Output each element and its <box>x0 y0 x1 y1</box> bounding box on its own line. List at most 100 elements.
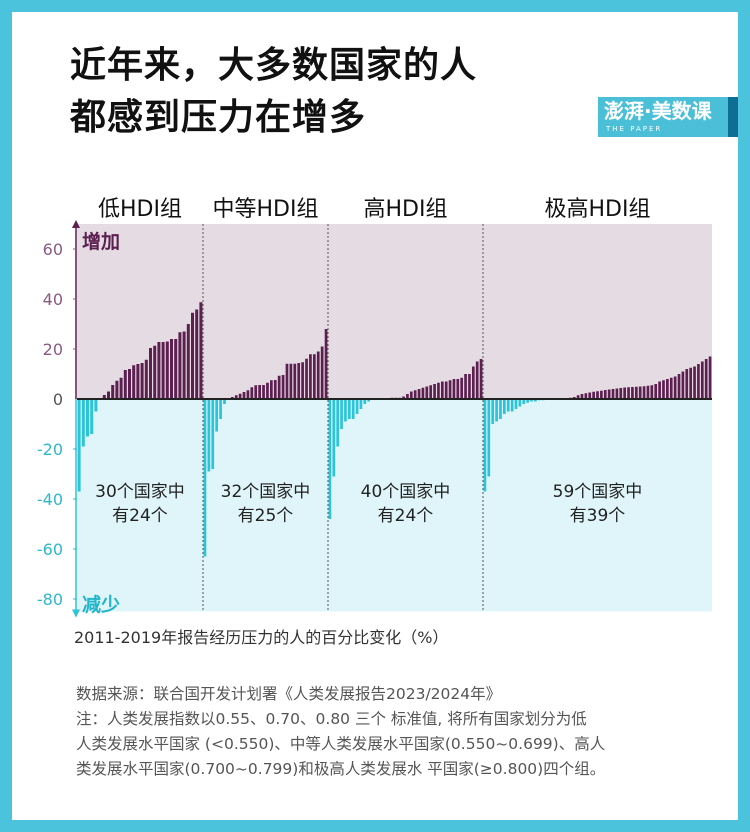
title-line-2: 都感到压力在增多 <box>70 97 367 138</box>
bar <box>623 387 627 399</box>
bar <box>499 399 502 419</box>
bar <box>631 387 634 399</box>
bar <box>215 399 219 432</box>
bar <box>367 399 371 402</box>
bar <box>700 361 704 399</box>
bar <box>234 395 238 399</box>
bar <box>460 377 464 399</box>
bar <box>471 366 475 399</box>
bar <box>437 382 440 399</box>
bar <box>332 399 336 477</box>
bar <box>174 339 178 399</box>
bar <box>293 363 297 399</box>
source-note: 数据来源：联合国开发计划署《人类发展报告2023/2024年》 <box>76 685 502 703</box>
bar <box>697 364 700 399</box>
arrow-down-icon <box>72 609 80 618</box>
group-note: 40个国家中 <box>361 482 451 502</box>
bar <box>312 354 316 399</box>
bar <box>646 385 650 399</box>
bar <box>596 391 599 399</box>
bar <box>347 399 351 419</box>
bar <box>203 399 207 557</box>
bar <box>94 399 98 412</box>
logo-strip <box>728 97 738 137</box>
increase-label: 增加 <box>82 230 120 253</box>
group-note: 有24个 <box>378 506 434 526</box>
group-note: 59个国家中 <box>553 482 643 502</box>
bar <box>219 399 222 419</box>
bar <box>627 387 630 399</box>
bar <box>123 370 127 399</box>
bar <box>522 399 526 404</box>
bar <box>592 391 595 399</box>
bar <box>491 399 495 424</box>
bar <box>140 363 144 399</box>
bar <box>149 348 152 399</box>
bar <box>270 380 273 399</box>
bar <box>619 388 623 399</box>
bar <box>576 395 580 399</box>
bar <box>324 329 328 399</box>
bar <box>355 399 359 414</box>
bar <box>81 399 85 447</box>
bar <box>258 385 261 399</box>
bar <box>309 354 312 399</box>
logo-text: 澎湃·美数课 <box>604 99 712 123</box>
bar <box>413 390 417 399</box>
notes: 数据来源：联合国开发计划署《人类发展报告2023/2024年》 注：人类发展指数… <box>76 682 716 782</box>
bar <box>223 399 226 404</box>
group-note: 有25个 <box>238 506 294 526</box>
bar <box>448 380 452 399</box>
bar <box>128 369 131 399</box>
group-note: 30个国家中 <box>95 482 185 502</box>
bar <box>615 388 619 399</box>
title-line-1: 近年来，大多数国家的人 <box>70 45 478 86</box>
bar <box>708 356 712 399</box>
bar <box>650 385 654 399</box>
bar <box>607 389 611 399</box>
bar <box>144 359 148 399</box>
bar <box>662 380 665 399</box>
bar <box>417 389 421 399</box>
bar <box>483 399 487 492</box>
bar <box>487 399 491 477</box>
bar <box>153 345 157 399</box>
group-note: 有39个 <box>570 506 626 526</box>
bar <box>344 399 347 422</box>
bar <box>111 385 115 399</box>
y-tick-label: 20 <box>43 340 63 359</box>
bar <box>429 385 433 399</box>
bar <box>328 399 332 519</box>
bar <box>677 374 681 399</box>
bar <box>681 371 685 399</box>
arrow-up-icon <box>72 220 80 228</box>
bar <box>693 366 696 399</box>
bar <box>238 393 242 399</box>
bar <box>464 374 467 399</box>
bar <box>359 399 363 409</box>
bar <box>421 387 425 399</box>
bar <box>165 341 169 399</box>
bar <box>191 312 194 399</box>
bar <box>316 351 320 399</box>
footnote-line-1: 注：人类发展指数以0.55、0.70、0.80 三个 标准值, 将所有国家划分为… <box>76 710 587 728</box>
bar <box>186 324 190 399</box>
bar <box>402 396 405 399</box>
bar <box>351 399 355 419</box>
bar <box>704 359 708 399</box>
chart-title: 近年来，大多数国家的人 都感到压力在增多 <box>70 40 477 144</box>
bar <box>182 331 186 399</box>
bar <box>266 382 269 399</box>
group-note: 32个国家中 <box>221 482 311 502</box>
group-label: 中等HDI组 <box>213 197 319 222</box>
bar <box>273 380 277 399</box>
bar <box>301 362 304 399</box>
bar <box>289 363 293 399</box>
bar <box>254 385 258 399</box>
bar <box>77 399 81 492</box>
bar <box>475 361 479 399</box>
bar <box>107 391 110 399</box>
bar <box>305 358 308 399</box>
bar <box>689 367 692 399</box>
bar <box>584 393 588 399</box>
